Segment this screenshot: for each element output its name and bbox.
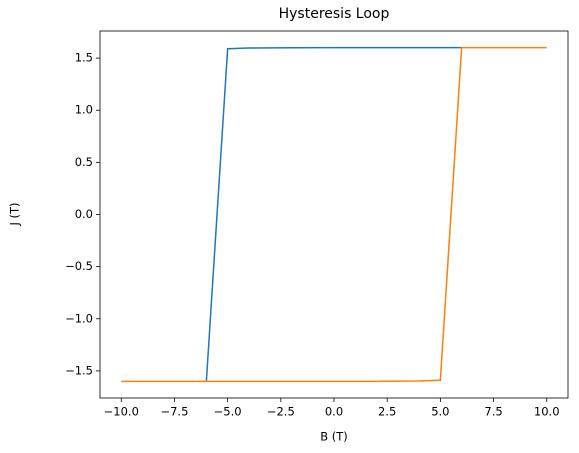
x-tick-label: 7.5 (484, 405, 502, 419)
x-tick-label: −10.0 (104, 405, 139, 419)
chart-title: Hysteresis Loop (279, 6, 390, 22)
x-tick-label: 10.0 (534, 405, 560, 419)
y-tick-label: −1.5 (65, 363, 93, 377)
x-tick-label: 2.5 (378, 405, 396, 419)
y-tick-label: −1.0 (65, 311, 93, 325)
y-tick-label: 0.5 (75, 155, 93, 169)
plot-frame (99, 30, 569, 399)
series-line (121, 46, 547, 383)
x-tick-label: −7.5 (160, 405, 188, 419)
x-tick-label: −5.0 (214, 405, 242, 419)
y-axis-label: J (T) (8, 202, 22, 226)
x-tick-label: 5.0 (431, 405, 449, 419)
y-tick-label: −0.5 (65, 259, 93, 273)
x-tick-label: −2.5 (267, 405, 295, 419)
x-axis-label: B (T) (320, 430, 348, 444)
y-tick-label: 1.0 (75, 103, 93, 117)
y-tick-label: 0.0 (75, 207, 93, 221)
series-line (205, 46, 462, 382)
y-tick-label: 1.5 (75, 51, 93, 65)
x-tick-label: 0.0 (325, 405, 343, 419)
